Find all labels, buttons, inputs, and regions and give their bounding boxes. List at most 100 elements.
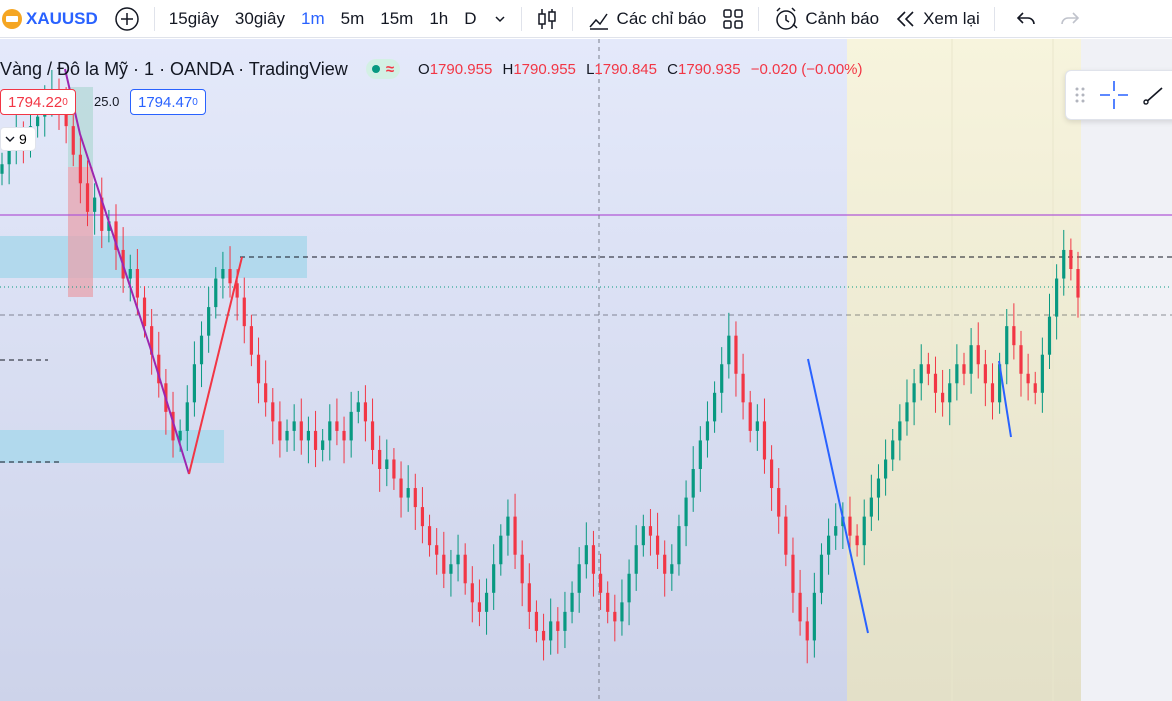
candle-body xyxy=(100,197,104,231)
candle-body xyxy=(534,611,539,631)
candle-body xyxy=(36,116,40,127)
candle-body xyxy=(1033,383,1037,393)
candle-body xyxy=(114,221,118,250)
alerts-button[interactable]: Cảnh báo xyxy=(765,0,887,38)
candle-body xyxy=(698,440,702,469)
legend-title[interactable]: Vàng / Đô la Mỹ · 1 · OANDA · TradingVie… xyxy=(0,58,348,79)
candle-body xyxy=(228,269,232,284)
candle-body xyxy=(805,621,809,641)
candle-body xyxy=(563,611,567,631)
grid-icon xyxy=(723,8,744,29)
candle-body xyxy=(584,545,588,565)
candle-body xyxy=(78,154,82,184)
chart-pane[interactable] xyxy=(0,39,1172,701)
toolbar-divider xyxy=(993,6,995,31)
candle-body xyxy=(1019,345,1023,374)
undo-button[interactable] xyxy=(1001,0,1051,38)
interval-5m[interactable]: 5m xyxy=(340,8,365,28)
candle-body xyxy=(178,430,182,441)
candle-body xyxy=(556,621,560,631)
replay-button[interactable]: Xem lại xyxy=(887,0,988,38)
undo-icon xyxy=(1016,11,1035,24)
candle-body xyxy=(755,421,759,431)
candle-body xyxy=(983,364,987,384)
layouts-button[interactable] xyxy=(714,0,752,38)
interval-15s[interactable]: 15giây xyxy=(168,8,219,28)
interval-30s[interactable]: 30giây xyxy=(234,8,286,28)
status-dot-icon xyxy=(371,65,380,73)
candle-body xyxy=(463,554,467,584)
candle-body xyxy=(869,497,873,517)
alerts-label: Cảnh báo xyxy=(805,8,880,28)
market-status-badge[interactable]: ≈ xyxy=(365,59,401,79)
interval-dropdown[interactable] xyxy=(485,0,515,38)
chart-type-button[interactable] xyxy=(528,0,566,38)
candle-body xyxy=(734,335,738,374)
buy-price-sup: 0 xyxy=(192,96,198,108)
candle-body xyxy=(741,373,745,403)
trend-line-tool-icon[interactable] xyxy=(1142,84,1164,106)
candle-body xyxy=(848,516,852,536)
candle-body xyxy=(0,164,4,174)
change-value: −0.020 (−0.00%) xyxy=(750,60,863,78)
compare-symbol-button[interactable] xyxy=(98,0,148,38)
symbol-search[interactable]: XAUUSD xyxy=(0,8,98,29)
candle-body xyxy=(492,564,496,593)
demand-zone[interactable] xyxy=(0,430,224,463)
interval-1h[interactable]: 1h xyxy=(429,8,449,28)
candle-body xyxy=(221,269,225,279)
candle-body xyxy=(93,197,97,212)
candle-body xyxy=(420,507,425,527)
candle-body xyxy=(256,354,261,384)
trendline-blue-short[interactable] xyxy=(998,360,1012,438)
low-value: 1790.845 xyxy=(594,60,657,78)
candle-body xyxy=(634,545,638,574)
candle-body xyxy=(321,440,325,450)
drag-handle-icon[interactable] xyxy=(1074,85,1086,105)
candle-body xyxy=(306,430,311,441)
candle-body xyxy=(335,421,339,431)
close-value: 1790.935 xyxy=(678,60,741,78)
candle-body xyxy=(192,364,196,403)
candle-body xyxy=(285,430,289,441)
candle-body xyxy=(1047,316,1052,355)
candle-body xyxy=(128,269,132,279)
indicators-label: Các chỉ báo xyxy=(616,8,707,28)
candle-body xyxy=(677,526,681,565)
candle-body xyxy=(7,149,11,165)
interval-d[interactable]: D xyxy=(464,8,477,28)
redo-button[interactable] xyxy=(1051,0,1089,38)
high-value: 1790.955 xyxy=(513,60,576,78)
candle-body xyxy=(784,516,788,555)
interval-1m[interactable]: 1m xyxy=(301,8,325,28)
price-chart[interactable] xyxy=(0,39,1172,701)
candle-body xyxy=(499,535,503,565)
trendline-red-up[interactable] xyxy=(188,256,243,475)
open-value: 1790.955 xyxy=(429,60,493,78)
candle-body xyxy=(185,402,189,431)
candle-body xyxy=(349,411,353,441)
candle-body xyxy=(606,592,610,612)
candle-body xyxy=(655,535,660,555)
candle-body xyxy=(1040,354,1044,393)
candle-body xyxy=(207,307,211,336)
spread-value: 25.0 xyxy=(94,94,120,109)
candle-body xyxy=(1026,373,1030,384)
crosshair-icon[interactable] xyxy=(1098,79,1130,111)
candle-body xyxy=(313,430,318,450)
candle-body xyxy=(85,183,90,212)
candle-body xyxy=(834,526,838,536)
indicators-collapse-toggle[interactable]: 9 xyxy=(0,127,36,151)
indicators-button[interactable]: Các chỉ báo xyxy=(579,0,715,38)
candle-body xyxy=(577,564,581,593)
sell-button[interactable]: 1794.22 0 xyxy=(0,89,76,115)
candle-body xyxy=(235,283,239,298)
candle-body xyxy=(271,402,275,422)
supply-zone[interactable] xyxy=(0,236,307,278)
candle-body xyxy=(826,535,831,555)
trendline-blue-down[interactable] xyxy=(807,358,869,634)
indicator-count: 9 xyxy=(19,131,27,147)
buy-button[interactable]: 1794.47 0 xyxy=(130,89,206,115)
buy-price: 1794.47 xyxy=(138,93,193,111)
interval-15m[interactable]: 15m xyxy=(380,8,414,28)
